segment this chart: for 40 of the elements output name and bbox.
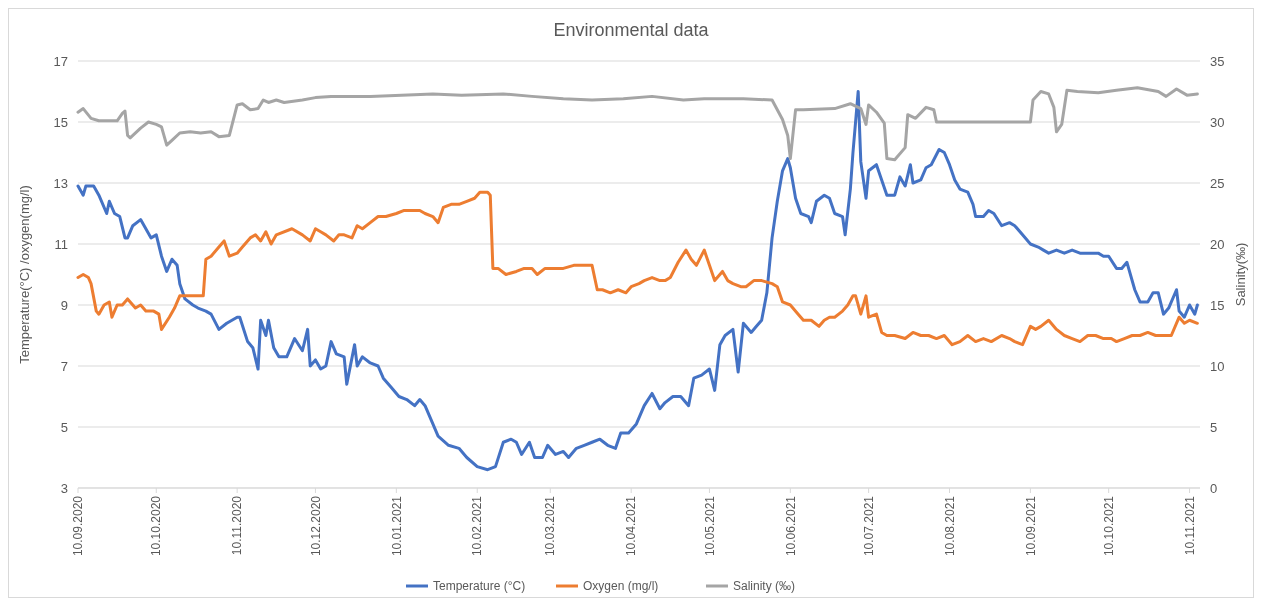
y-tick-label: 13 bbox=[53, 175, 68, 191]
y-tick-label: 17 bbox=[53, 53, 68, 69]
line-series bbox=[76, 90, 1199, 472]
x-tick-label: 10.11.2020 bbox=[230, 495, 245, 556]
x-tick-label: 10.02.2021 bbox=[470, 495, 485, 557]
x-tick-label: 10.06.2021 bbox=[783, 495, 798, 557]
y-tick-label: 11 bbox=[54, 236, 68, 252]
legend-label: Oxygen (mg/l) bbox=[583, 579, 659, 594]
x-tick-label: 10.08.2021 bbox=[942, 495, 957, 557]
legend-label: Salinity (‰) bbox=[733, 579, 796, 594]
x-tick-label: 10.01.2021 bbox=[389, 495, 404, 557]
y-tick-label: 5 bbox=[60, 419, 68, 435]
y2-tick-label: 30 bbox=[1210, 114, 1225, 130]
x-tick-label: 10.05.2021 bbox=[702, 495, 717, 557]
y2-tick-label: 35 bbox=[1210, 53, 1225, 69]
y2-tick-label: 20 bbox=[1210, 236, 1225, 252]
x-tick-label: 10.03.2021 bbox=[543, 495, 558, 557]
x-tick-label: 10.10.2021 bbox=[1101, 495, 1116, 557]
x-tick-label: 10.09.2020 bbox=[71, 495, 86, 557]
y-tick-label: 9 bbox=[60, 297, 68, 313]
y-tick-label: 15 bbox=[53, 114, 68, 130]
line-series bbox=[76, 86, 1199, 162]
chart-title: Environmental data bbox=[553, 20, 710, 40]
y2-tick-label: 5 bbox=[1210, 419, 1218, 435]
y-tick-label: 7 bbox=[60, 358, 68, 374]
x-tick-label: 10.11.2021 bbox=[1182, 495, 1197, 556]
legend-label: Temperature (°C) bbox=[433, 579, 526, 594]
y2-axis-title: Salinity(‰) bbox=[1232, 242, 1248, 307]
x-tick-label: 10.12.2020 bbox=[308, 495, 323, 557]
y2-tick-label: 25 bbox=[1210, 175, 1225, 191]
y-tick-label: 3 bbox=[60, 480, 68, 496]
x-tick-label: 10.07.2021 bbox=[861, 495, 876, 557]
y2-tick-label: 0 bbox=[1210, 480, 1218, 496]
line-series bbox=[76, 190, 1199, 347]
y2-tick-label: 15 bbox=[1210, 297, 1225, 313]
x-tick-label: 10.04.2021 bbox=[624, 495, 639, 557]
x-tick-label: 10.10.2020 bbox=[149, 495, 164, 557]
y2-tick-label: 10 bbox=[1210, 358, 1225, 374]
x-tick-label: 10.09.2021 bbox=[1023, 495, 1038, 557]
y-axis-title: Temperature(°C) /oxygen(mg/l) bbox=[16, 185, 32, 364]
